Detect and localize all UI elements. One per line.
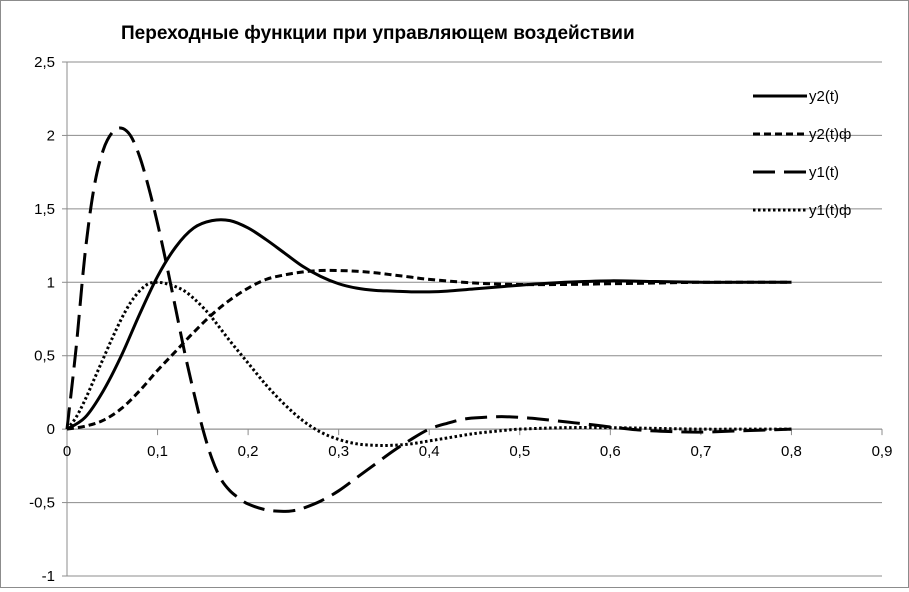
y-tick-label: -1 [42, 568, 55, 585]
legend-label-4: y1(t)ф [809, 202, 851, 219]
y-tick-label: -0,5 [29, 495, 55, 512]
chart-title: Переходные функции при управляющем возде… [121, 23, 635, 44]
series-line-1 [66, 218, 792, 431]
series-lines [65, 126, 792, 513]
x-tick-label: 0,7 [690, 443, 711, 460]
legend-label-1: y2(t) [809, 88, 839, 105]
series-line-2 [66, 268, 792, 431]
x-tick-label: 0,1 [147, 443, 168, 460]
series-line-4 [65, 280, 792, 447]
y-tick-label: 2,5 [34, 54, 55, 71]
x-tick-label: 0,6 [600, 443, 621, 460]
series-line-3 [65, 126, 792, 513]
gridlines [67, 61, 882, 577]
x-tick-label: 0,9 [872, 443, 893, 460]
x-tick-label: 0,4 [419, 443, 440, 460]
legend: y2(t) y2(t)ф y1(t) y1(t)ф [753, 88, 851, 219]
x-tick-label: 0 [63, 443, 71, 460]
y-tick-label: 2 [47, 127, 55, 144]
x-tick-label: 0,2 [238, 443, 259, 460]
legend-label-2: y2(t)ф [809, 126, 851, 143]
y-tick-label: 0 [47, 421, 55, 438]
x-tick-label: 0,8 [781, 443, 802, 460]
y-tick-label: 1,5 [34, 201, 55, 218]
x-tick-label: 0,5 [509, 443, 530, 460]
legend-label-3: y1(t) [809, 164, 839, 181]
y-tick-label: 0,5 [34, 348, 55, 365]
y-tick-label: 1 [47, 274, 55, 291]
axes: -1 -0,5 0 0,5 1 1,5 2 2,5 0 0,1 0,2 0,3 0,4 0,5 0,6 0,7… [29, 54, 892, 585]
x-tick-label: 0,3 [328, 443, 349, 460]
